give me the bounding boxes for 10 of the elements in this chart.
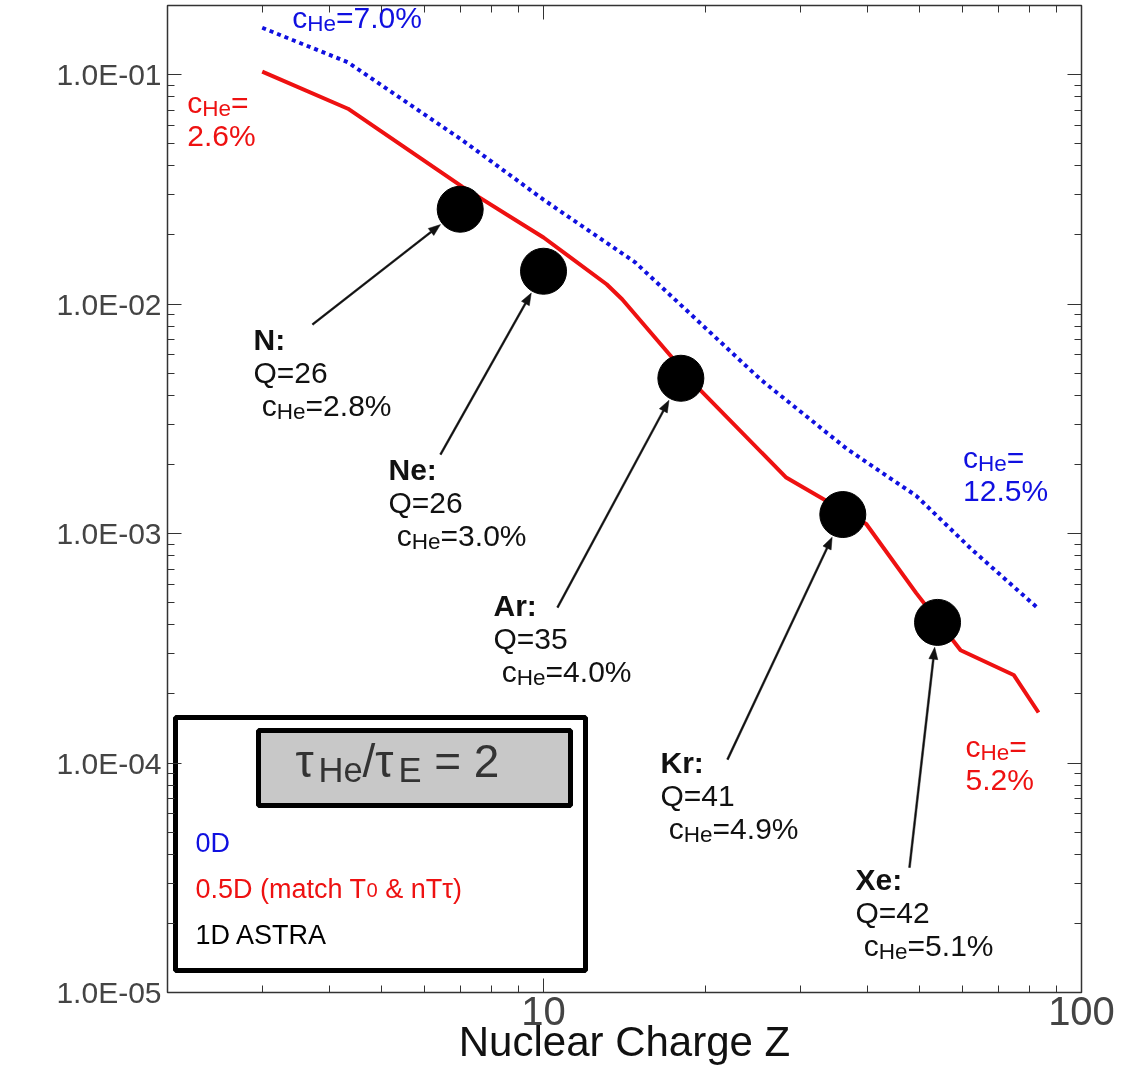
y-tick-label: 1.0E-04 [56, 746, 162, 780]
text: 0.5D (match T0 & nTτ) [195, 873, 462, 904]
y-tick-label: 1.0E-05 [56, 976, 162, 1009]
legend-title: τHe/τE = 2 [295, 734, 500, 789]
x-tick-label: 100 [1048, 988, 1115, 1033]
y-tick-label: 1.0E-01 [56, 58, 162, 92]
y-tick-label: 1.0E-02 [56, 287, 162, 321]
text: 0D [195, 827, 231, 858]
text: 1D ASTRA [195, 919, 327, 950]
y-tick-label: 1.0E-03 [56, 517, 162, 551]
